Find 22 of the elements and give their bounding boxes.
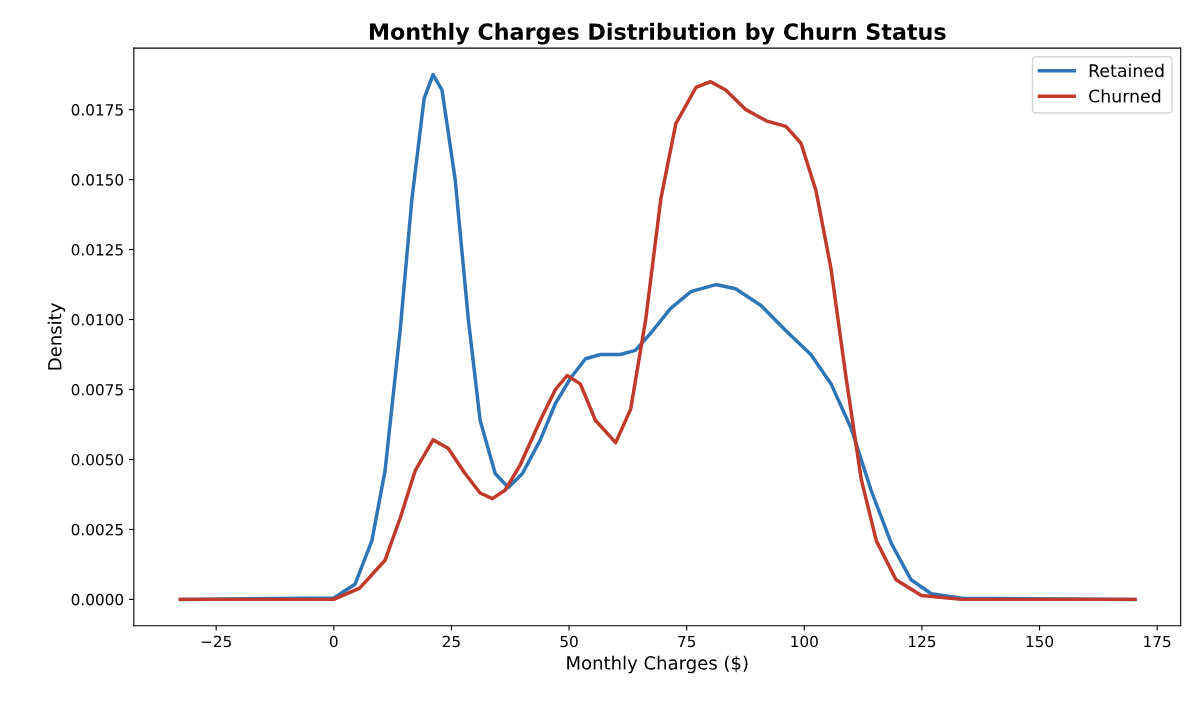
x-tick-label: 0 <box>329 635 338 648</box>
x-tick-label: 25 <box>442 635 460 648</box>
x-tick-label: 150 <box>1026 635 1054 648</box>
y-tick-label: 0.0075 <box>71 383 123 396</box>
y-tick-label: 0.0000 <box>71 593 124 606</box>
x-tick-label: 100 <box>791 635 818 648</box>
y-axis-title: Density <box>47 303 66 370</box>
x-tick-label: 75 <box>678 635 696 648</box>
x-tick-label: 175 <box>1144 635 1171 648</box>
y-tick-label: 0.0050 <box>71 453 124 466</box>
y-tick-label: 0.0100 <box>71 314 124 326</box>
x-axis-title: Monthly Charges ($) <box>567 655 748 674</box>
x-tick-label: 125 <box>908 635 936 648</box>
chart-title: Monthly Charges Distribution by Churn Status <box>369 22 946 45</box>
y-tick-label: 0.0125 <box>71 244 123 256</box>
x-tick-label: −25 <box>201 635 231 648</box>
x-tick-label: 50 <box>560 635 578 648</box>
legend-label: Churned <box>1089 89 1161 103</box>
y-tick-label: 0.0150 <box>71 174 124 186</box>
y-tick-label: 0.0025 <box>71 523 123 536</box>
legend-label: Retained <box>1089 63 1164 78</box>
y-tick-label: 0.0175 <box>71 104 123 116</box>
